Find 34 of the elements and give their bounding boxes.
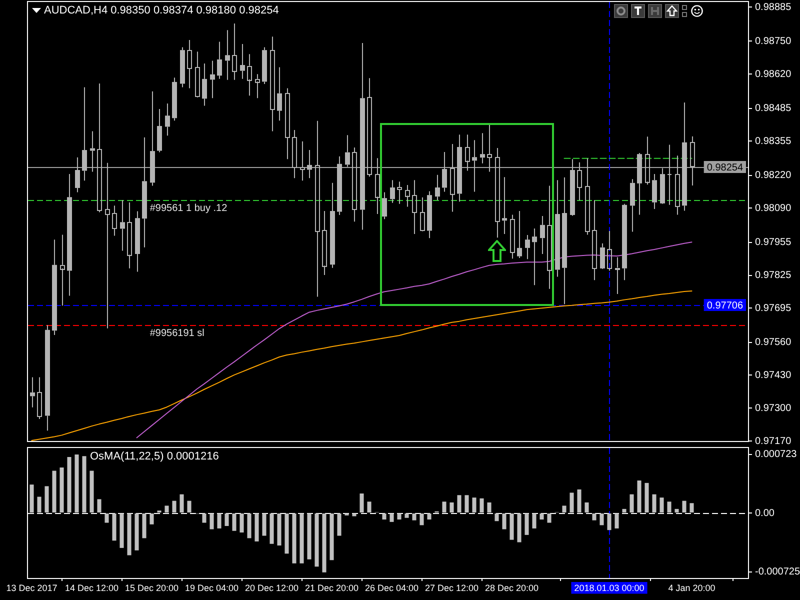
y-tick-label: 0.98090 bbox=[755, 202, 792, 214]
y-tick-label: 0.98885 bbox=[755, 2, 792, 13]
x-tick-label: 13 Dec 2017 bbox=[6, 582, 58, 593]
x-tick-label: 2018.01.03 00:00 bbox=[574, 582, 644, 593]
y-tick-label: 0.97170 bbox=[755, 436, 792, 447]
y-tick-label: 0.00 bbox=[755, 508, 775, 519]
x-tick-label: 27 Dec 12:00 bbox=[424, 582, 479, 593]
y-tick-label: 0.98750 bbox=[755, 36, 792, 47]
x-tick-label: 20 Dec 12:00 bbox=[244, 582, 299, 593]
ref-line-label: 0.97706 bbox=[706, 300, 744, 312]
y-tick-label: 0.97955 bbox=[755, 237, 792, 248]
x-tick-label: 28 Dec 20:00 bbox=[484, 582, 539, 593]
x-tick-label: 4 Jan 20:00 bbox=[668, 582, 716, 593]
ref-line-label: #99561 1 buy .12 bbox=[150, 203, 228, 214]
y-tick-label: 0.98485 bbox=[755, 103, 792, 114]
x-tick-label: 19 Dec 04:00 bbox=[184, 582, 239, 593]
y-tick-label: 0.000723 bbox=[755, 449, 798, 460]
y-tick-label: -0.000725 bbox=[755, 566, 800, 578]
y-tick-label: 0.97300 bbox=[755, 402, 792, 414]
y-tick-label: 0.97560 bbox=[755, 337, 792, 348]
x-tick-label: 15 Dec 20:00 bbox=[124, 582, 179, 593]
x-tick-label: 21 Dec 20:00 bbox=[304, 582, 359, 593]
x-tick-label: 14 Dec 12:00 bbox=[64, 582, 119, 593]
ref-line-label: 0.98254 bbox=[706, 162, 744, 174]
y-tick-label: 0.97695 bbox=[755, 302, 792, 314]
chart-title: AUDCAD,H4 0.98350 0.98374 0.98180 0.98254 bbox=[44, 4, 279, 17]
y-tick-label: 0.98220 bbox=[755, 170, 792, 182]
y-tick-label: 0.97825 bbox=[755, 270, 792, 282]
y-tick-label: 0.98620 bbox=[755, 68, 792, 80]
y-tick-label: 0.98355 bbox=[755, 136, 792, 147]
ref-line-label: #9956191 sl bbox=[150, 328, 204, 340]
y-tick-label: 0.97430 bbox=[755, 370, 792, 381]
x-tick-label: 26 Dec 04:00 bbox=[364, 582, 419, 593]
chart-title: OsMA(11,22,5) 0.0001216 bbox=[90, 450, 219, 463]
